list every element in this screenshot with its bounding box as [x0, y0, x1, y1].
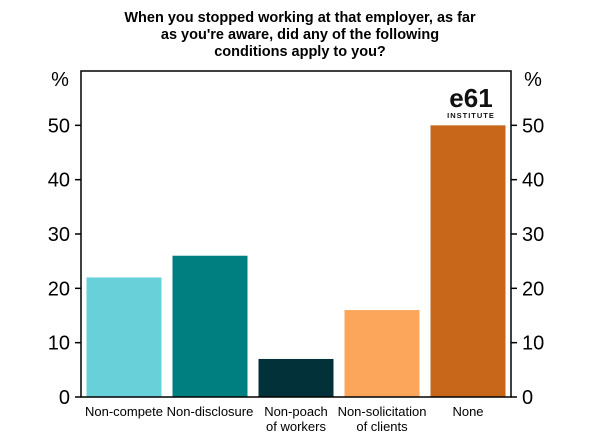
bars	[86, 125, 506, 397]
category-label: Non-disclosure	[167, 404, 254, 419]
tick-label-left: 30	[48, 224, 70, 246]
category-label: None	[452, 404, 483, 419]
tick-label-left: 20	[48, 278, 70, 300]
y-axis-left: 0 10 20 30 40 50	[48, 115, 81, 409]
y-axis-right: 0 10 20 30 40 50	[511, 115, 544, 409]
title-line: conditions apply to you?	[214, 44, 386, 60]
y-unit-left: %	[51, 69, 69, 91]
tick-label-right: 40	[522, 170, 544, 192]
tick-label-right: 20	[522, 278, 544, 300]
title-line: When you stopped working at that employe…	[124, 10, 476, 26]
tick-label-left: 10	[48, 333, 70, 355]
bar	[258, 358, 334, 397]
tick-label-right: 50	[522, 115, 544, 137]
tick-label-right: 10	[522, 333, 544, 355]
logo-sub-text: INSTITUTE	[447, 111, 495, 120]
bar	[344, 310, 420, 397]
bar	[430, 125, 506, 397]
tick-label-right: 30	[522, 224, 544, 246]
chart-title: When you stopped working at that employe…	[124, 10, 476, 60]
y-unit-right: %	[524, 69, 542, 91]
category-label: Non-poach	[264, 404, 328, 419]
tick-label-left: 50	[48, 115, 70, 137]
logo-main-text: e61	[449, 83, 492, 113]
category-label: of clients	[356, 419, 408, 434]
tick-label-left: 40	[48, 170, 70, 192]
tick-label-right: 0	[522, 387, 533, 409]
e61-logo: e61 INSTITUTE	[447, 83, 495, 120]
title-line: as you're aware, did any of the followin…	[161, 27, 439, 43]
tick-label-left: 0	[59, 387, 70, 409]
bar	[86, 277, 162, 397]
category-label: Non-compete	[85, 404, 163, 419]
bar	[172, 255, 248, 397]
category-label: of workers	[266, 419, 326, 434]
category-label: Non-solicitation	[338, 404, 427, 419]
